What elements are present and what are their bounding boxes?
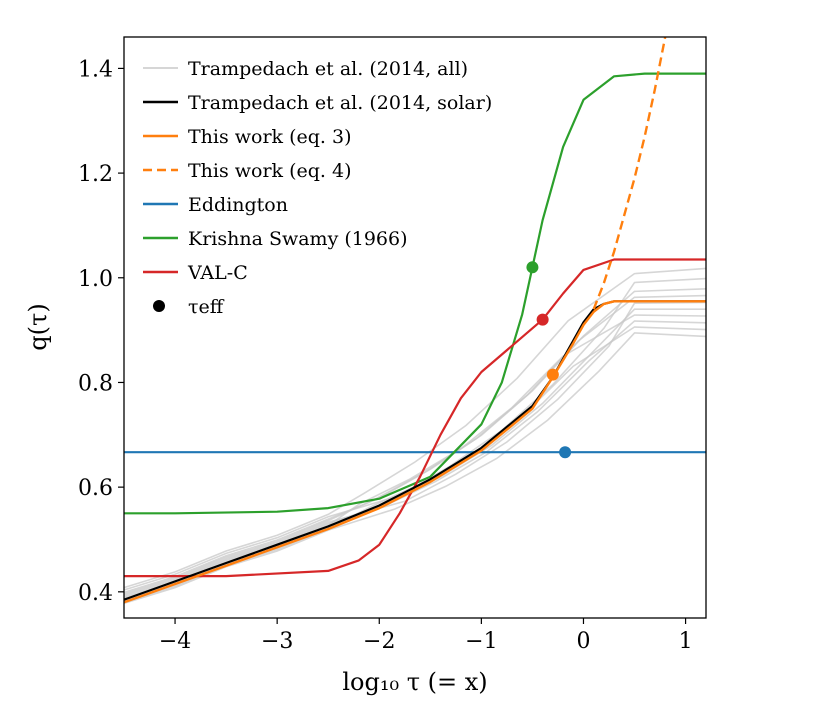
- plot-frame: [123, 36, 707, 619]
- trampedach-all-curve: [124, 294, 706, 595]
- x-tick-label: 0: [576, 629, 590, 654]
- legend-label: Krishna Swamy (1966): [188, 228, 408, 250]
- y-tick-label: 0.6: [78, 476, 113, 501]
- legend-label: τeff: [188, 296, 225, 318]
- y-axis: 0.4 0.6 0.8 1.0 1.2 1.4: [78, 57, 124, 606]
- teff-marker-layer: [526, 261, 572, 459]
- y-tick-label: 0.8: [78, 371, 113, 396]
- legend-label: This work (eq. 4): [188, 160, 352, 182]
- teff-marker-krishna: [526, 261, 539, 274]
- legend: Trampedach et al. (2014, all) Trampedach …: [143, 58, 492, 318]
- trampedach-all-curve: [124, 301, 706, 597]
- series-eq3: [124, 300, 706, 604]
- legend-item-valc: VAL-C: [143, 262, 248, 284]
- series-layer: [124, 37, 706, 604]
- trampedach-all-curve: [124, 332, 706, 605]
- legend-item-krishna: Krishna Swamy (1966): [143, 228, 408, 250]
- y-tick-label: 1.4: [78, 57, 113, 82]
- legend-item-solar: Trampedach et al. (2014, solar): [143, 92, 492, 114]
- trampedach-all-curve: [124, 320, 706, 601]
- series-valc: [124, 258, 706, 578]
- x-tick-label: −2: [363, 629, 395, 654]
- x-tick-label: −3: [261, 629, 293, 654]
- legend-marker: [153, 300, 165, 312]
- y-axis-label: q(τ): [24, 303, 52, 350]
- legend-item-eq3: This work (eq. 3): [143, 126, 352, 148]
- x-tick-label: −4: [159, 629, 191, 654]
- x-axis-label: log₁₀ τ (= x): [342, 668, 487, 696]
- legend-label: Trampedach et al. (2014, solar): [188, 92, 492, 114]
- trampedach-all-curve: [124, 314, 706, 600]
- legend-item-eddington: Eddington: [143, 194, 288, 216]
- legend-item-all: Trampedach et al. (2014, all): [143, 58, 468, 80]
- series-krishna: [124, 72, 706, 515]
- trampedach-all-curve: [124, 267, 706, 589]
- series-solar: [124, 300, 706, 601]
- teff-marker-eddington: [559, 446, 572, 459]
- trampedach-all-curve: [124, 288, 706, 594]
- y-tick-label: 1.0: [78, 267, 113, 292]
- legend-label: Trampedach et al. (2014, all): [188, 58, 468, 80]
- teff-marker-valc: [536, 313, 549, 326]
- legend-label: VAL-C: [187, 262, 248, 284]
- x-tick-label: 1: [679, 629, 693, 654]
- legend-label: Eddington: [188, 194, 288, 216]
- y-tick-label: 1.2: [78, 162, 113, 187]
- trampedach-ensemble-group: [124, 267, 706, 605]
- legend-item-teff_marker: τeff: [153, 296, 225, 318]
- y-tick-label: 0.4: [78, 581, 113, 606]
- series-eq4: [592, 37, 667, 310]
- x-axis: −4 −3 −2 −1 0 1: [159, 618, 693, 654]
- legend-label: This work (eq. 3): [188, 126, 352, 148]
- legend-item-eq4: This work (eq. 4): [143, 160, 352, 182]
- trampedach-all-curve: [124, 326, 706, 603]
- teff-marker-eq3: [546, 368, 559, 381]
- x-tick-label: −1: [465, 629, 497, 654]
